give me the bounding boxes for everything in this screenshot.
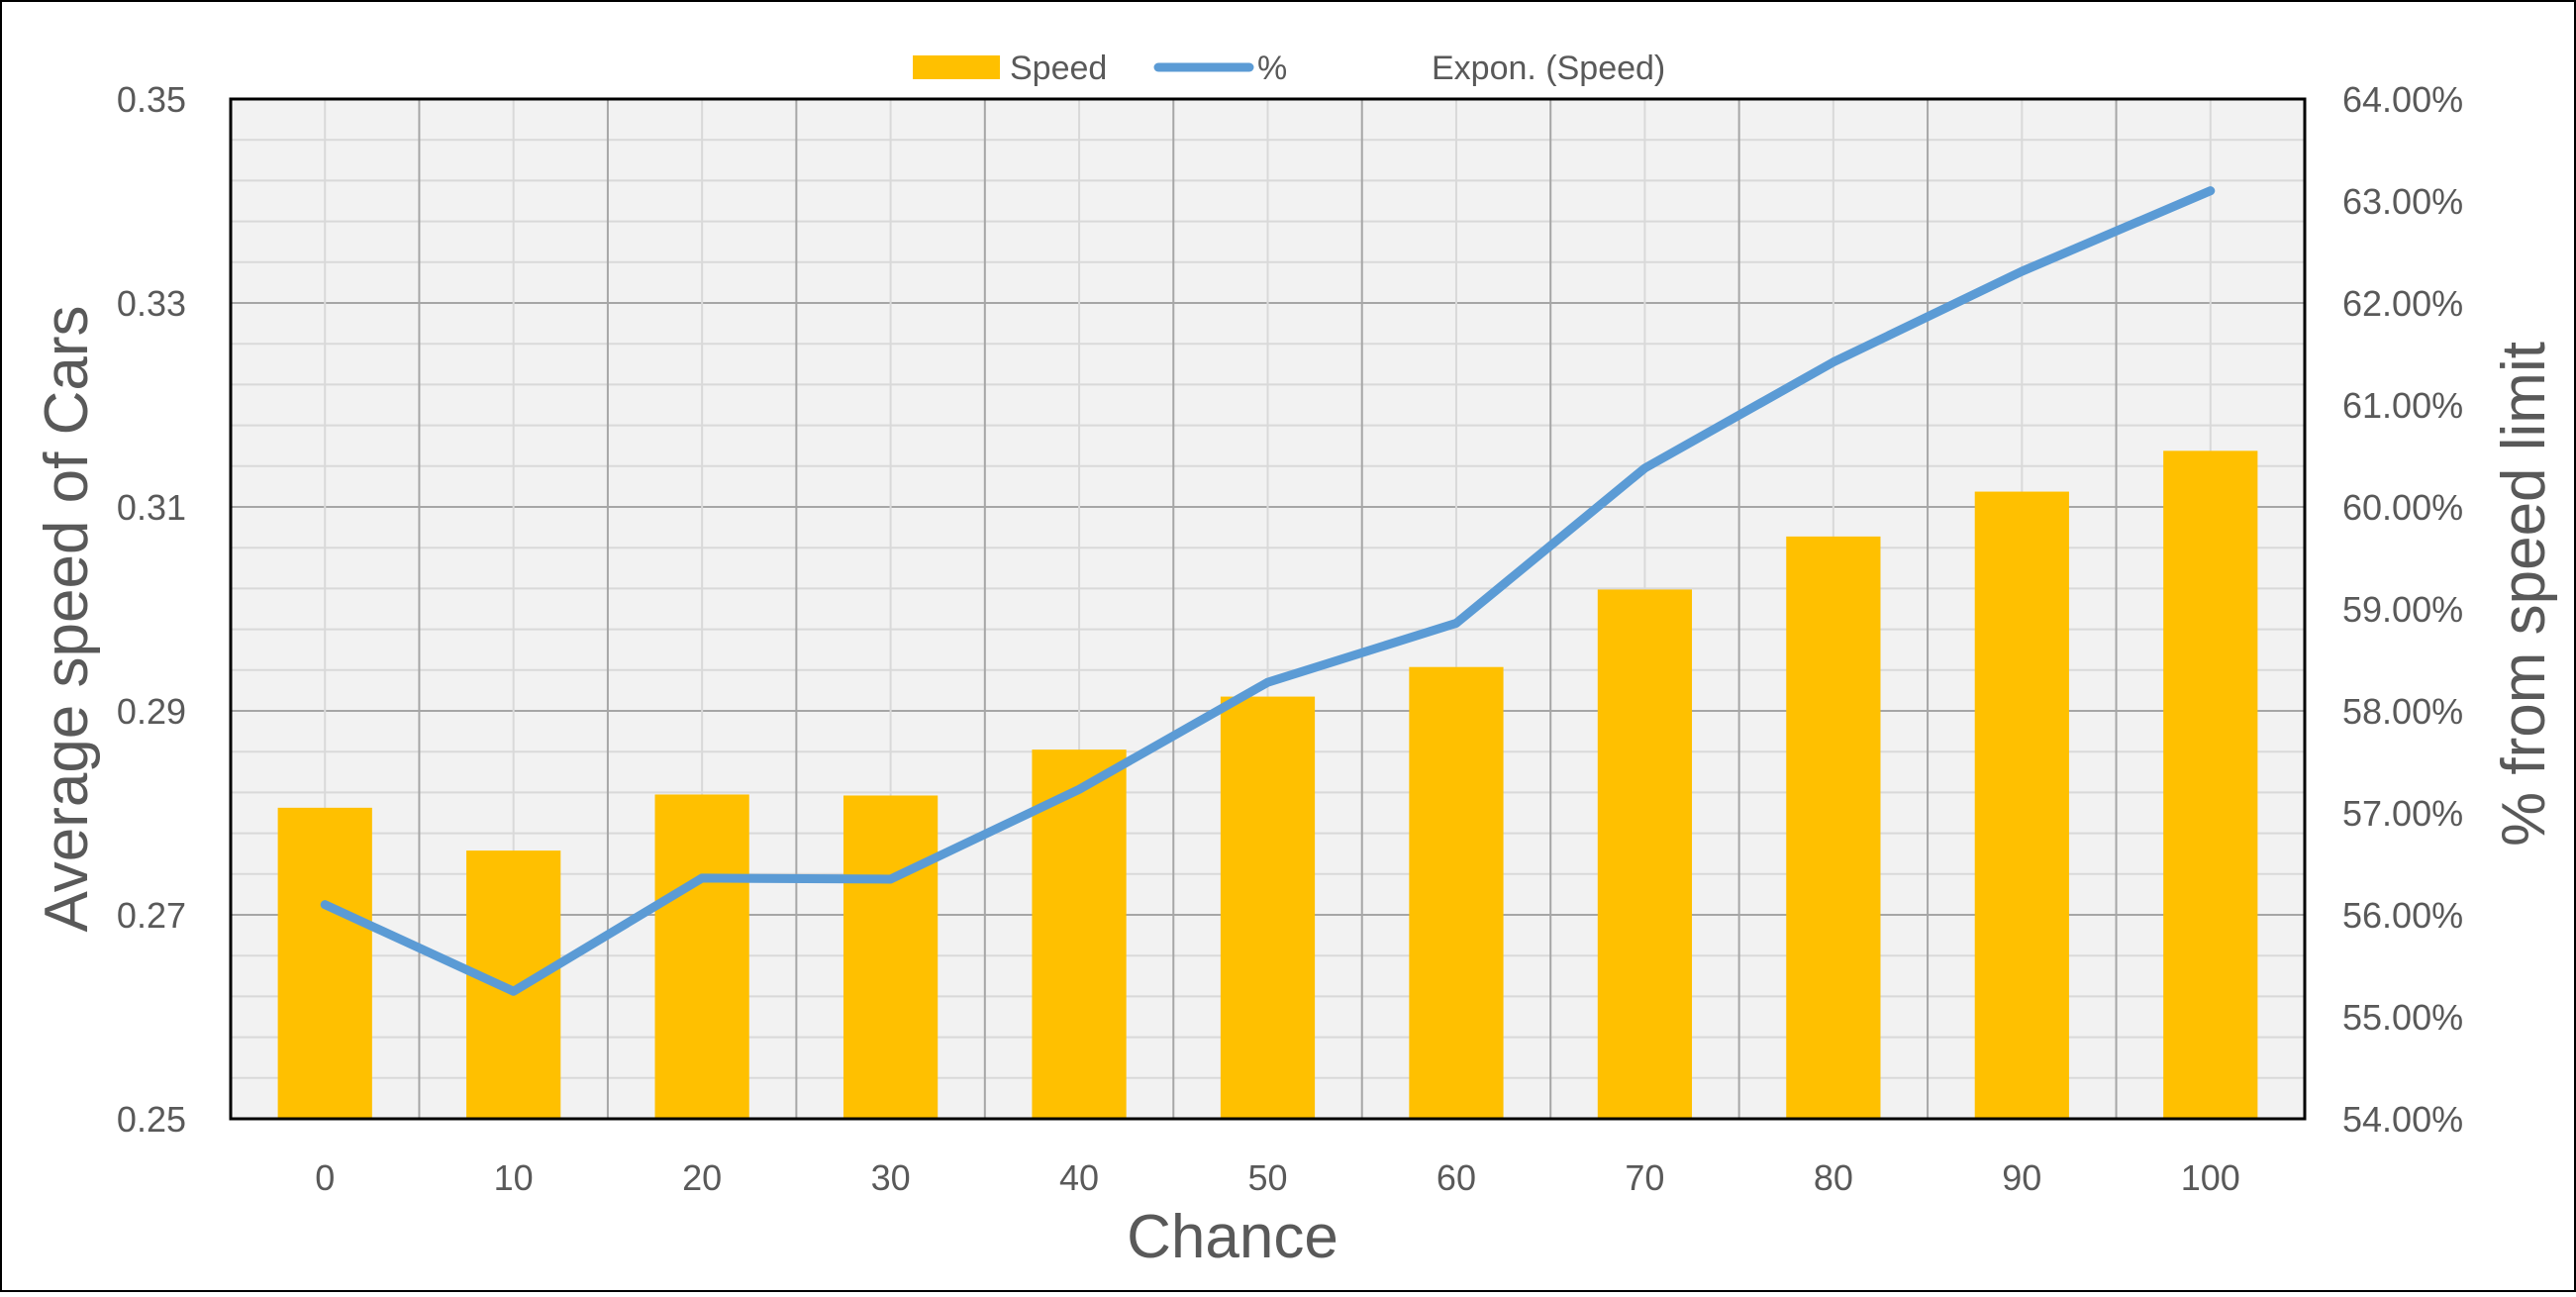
x-tick-label: 40 <box>1059 1157 1099 1198</box>
y2-tick-label: 57.00% <box>2342 793 2463 834</box>
legend-speed-swatch <box>913 55 1000 79</box>
y2-tick-label: 62.00% <box>2342 283 2463 324</box>
legend: Speed % Expon. (Speed) <box>913 50 1665 87</box>
y-tick-label: 0.29 <box>117 691 186 732</box>
legend-speed-label: Speed <box>1010 50 1107 87</box>
x-tick-label: 90 <box>2002 1157 2041 1198</box>
y2-tick-label: 55.00% <box>2342 997 2463 1038</box>
y-tick-label: 0.33 <box>117 283 186 324</box>
y2-tick-label: 61.00% <box>2342 385 2463 426</box>
left-axis-ticks: 0.25 0.27 0.29 0.31 0.33 0.35 <box>117 79 186 1140</box>
speed-bar <box>842 795 939 1119</box>
x-tick-label: 0 <box>315 1157 335 1198</box>
percent-line <box>320 186 2216 996</box>
legend-percent-label: % <box>1257 50 1287 87</box>
y2-tick-label: 54.00% <box>2342 1099 2463 1140</box>
y-tick-label: 0.25 <box>117 1099 186 1140</box>
speed-bar <box>277 807 372 1119</box>
plot-frame <box>229 97 2307 1121</box>
x-tick-label: 60 <box>1437 1157 1476 1198</box>
x-tick-label: 70 <box>1625 1157 1664 1198</box>
y2-tick-label: 64.00% <box>2342 79 2463 120</box>
x-tick-label: 10 <box>494 1157 534 1198</box>
y-tick-label: 0.31 <box>117 487 186 528</box>
y2-tick-label: 56.00% <box>2342 895 2463 936</box>
y-tick-label: 0.27 <box>117 895 186 936</box>
y-tick-label: 0.35 <box>117 79 186 120</box>
percent-line-series <box>320 186 2216 996</box>
legend-expon-label: Expon. (Speed) <box>1432 50 1665 87</box>
speed-bar <box>1220 696 1316 1119</box>
speed-bar <box>1786 536 1881 1119</box>
y-axis-title: Average speed of Cars <box>33 305 101 932</box>
speed-bar <box>1974 491 2069 1119</box>
x-tick-label: 80 <box>1814 1157 1853 1198</box>
x-tick-label: 50 <box>1247 1157 1287 1198</box>
y2-tick-label: 60.00% <box>2342 487 2463 528</box>
x-axis-ticks: 0 10 20 30 40 50 60 70 80 90 100 <box>315 1157 2240 1198</box>
y2-tick-label: 59.00% <box>2342 589 2463 630</box>
x-axis-title: Chance <box>1127 1203 1338 1271</box>
speed-bar <box>1032 749 1127 1119</box>
y2-tick-label: 63.00% <box>2342 181 2463 222</box>
speed-bar <box>2163 450 2258 1120</box>
x-tick-label: 100 <box>2181 1157 2240 1198</box>
speed-bar <box>466 850 561 1119</box>
speed-bar <box>1597 589 1693 1119</box>
right-axis-ticks: 54.00% 55.00% 56.00% 57.00% 58.00% 59.00% 60.0… <box>2342 79 2463 1140</box>
y2-tick-label: 58.00% <box>2342 691 2463 732</box>
y2-axis-title: % from speed limit <box>2490 342 2558 847</box>
speed-bar <box>1409 666 1504 1119</box>
speed-bars <box>277 450 2258 1120</box>
x-tick-label: 30 <box>871 1157 911 1198</box>
x-tick-label: 20 <box>682 1157 722 1198</box>
speed-bar <box>654 794 749 1119</box>
